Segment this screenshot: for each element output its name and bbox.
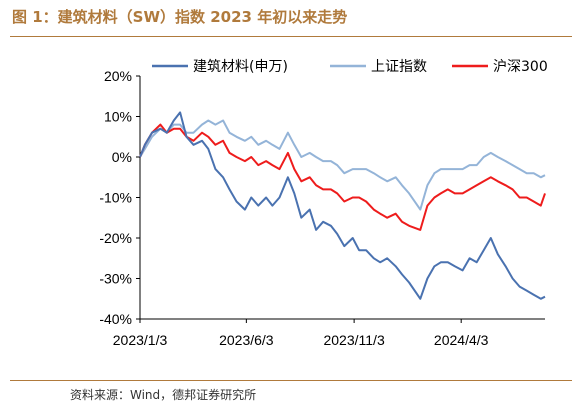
legend-item-shanghai-composite: 上证指数 bbox=[330, 59, 427, 75]
source-rule bbox=[10, 380, 572, 381]
x-axis: 2023/1/3 2023/6/3 2023/11/3 2024/4/3 bbox=[113, 318, 545, 348]
series-shanghai-composite-line bbox=[139, 119, 546, 211]
y-tick-label: -20% bbox=[99, 230, 132, 246]
y-tick-label: -40% bbox=[99, 311, 132, 327]
y-tick-label: -30% bbox=[99, 271, 132, 287]
legend-label: 建筑材料(申万) bbox=[193, 59, 288, 75]
y-tick-label: 10% bbox=[104, 109, 132, 125]
source-note: 资料来源：Wind，德邦证券研究所 bbox=[70, 388, 257, 402]
y-tick-label: 20% bbox=[104, 68, 132, 84]
x-tick-label: 2023/6/3 bbox=[219, 332, 274, 348]
y-axis: 20% 10% 0% -10% -20% -30% -40% bbox=[99, 68, 141, 327]
legend: 建筑材料(申万) 上证指数 沪深300 bbox=[152, 59, 548, 75]
y-tick-label: -10% bbox=[99, 190, 132, 206]
x-tick-label: 2023/11/3 bbox=[323, 332, 384, 348]
legend-label: 沪深300 bbox=[493, 59, 548, 75]
x-tick-label: 2023/1/3 bbox=[113, 332, 168, 348]
series-hs300-line bbox=[139, 123, 546, 231]
title-rule bbox=[10, 36, 572, 37]
figure-title: 图 1：建筑材料（SW）指数 2023 年初以来走势 bbox=[12, 8, 348, 26]
legend-item-hs300: 沪深300 bbox=[452, 59, 548, 75]
series-layer bbox=[139, 111, 546, 300]
y-tick-label: 0% bbox=[112, 149, 132, 165]
legend-label: 上证指数 bbox=[371, 59, 427, 75]
legend-item-building-materials: 建筑材料(申万) bbox=[152, 59, 288, 75]
x-tick-label: 2024/4/3 bbox=[434, 332, 489, 348]
series-building-materials-line bbox=[139, 111, 546, 300]
